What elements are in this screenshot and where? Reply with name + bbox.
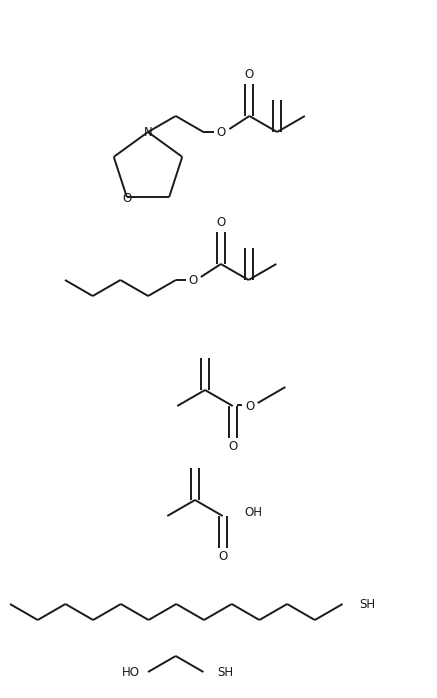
Text: SH: SH: [360, 597, 376, 611]
Text: N: N: [144, 126, 153, 138]
Text: O: O: [228, 440, 237, 454]
Text: O: O: [217, 126, 226, 138]
Text: O: O: [218, 551, 227, 563]
Text: HO: HO: [122, 665, 140, 678]
Text: O: O: [122, 192, 132, 205]
Text: O: O: [188, 274, 198, 286]
Text: O: O: [245, 68, 254, 82]
Text: O: O: [216, 216, 225, 230]
Text: O: O: [245, 399, 254, 413]
Text: SH: SH: [218, 665, 233, 678]
Text: OH: OH: [245, 507, 263, 519]
